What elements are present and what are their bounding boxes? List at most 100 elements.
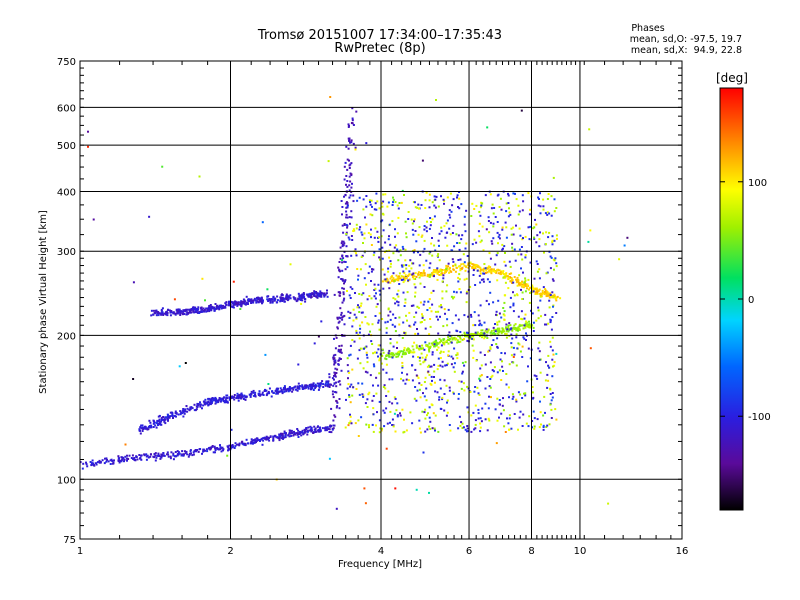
echo-point [456,196,458,199]
echo-point [292,388,295,391]
echo-point [483,321,486,324]
echo-point [318,428,321,430]
echo-point [365,205,368,208]
echo-point [328,431,331,433]
echo-point [334,373,337,376]
echo-point [484,267,487,270]
echo-point [426,354,428,357]
echo-point [405,264,408,267]
echo-point [411,364,414,367]
echo-point [361,321,364,324]
echo-point [392,345,395,348]
echo-point [235,397,238,400]
echo-point [516,280,518,283]
x-tick-label: 8 [528,546,534,557]
echo-point [496,252,499,255]
echo-point [523,317,526,320]
echo-point [338,316,341,319]
echo-point [192,453,195,456]
echo-point [389,421,391,424]
echo-point [528,323,531,326]
echo-point [185,313,188,316]
echo-point [308,429,311,432]
echo-point [281,392,284,395]
echo-point [407,218,410,220]
echo-point [532,321,535,324]
echo-point [448,227,451,230]
echo-point [424,356,427,359]
echo-point [414,368,417,371]
echo-point [510,227,513,230]
echo-point [442,351,445,353]
echo-point [118,457,120,460]
echo-point [157,311,159,313]
echo-point [207,400,210,403]
echo-point [335,406,338,409]
echo-point [241,300,243,303]
echo-point [380,429,383,432]
echo-point [466,425,469,427]
echo-point [479,367,482,370]
echo-point [511,393,514,396]
echo-point [388,378,391,381]
echo-point [411,273,414,276]
echo-point [346,357,349,360]
echo-point [476,333,479,336]
echo-point [478,324,481,327]
echo-point [400,275,403,278]
echo-point [439,364,442,367]
echo-point [362,198,365,201]
echo-point [479,241,482,244]
echo-point [504,273,507,276]
echo-point [526,321,528,324]
echo-point [436,368,439,371]
echo-point [245,438,248,441]
echo-point [356,199,359,202]
echo-point [179,413,182,416]
echo-point [124,443,127,446]
echo-point [434,414,437,417]
echo-point [457,393,460,395]
echo-point [549,255,552,258]
echo-point [130,457,133,459]
echo-point [471,338,474,340]
echo-point [425,344,428,347]
echo-point [470,333,473,336]
echo-point [313,291,316,294]
echo-point [495,343,498,346]
echo-point [516,294,519,297]
echo-point [490,270,493,273]
echo-point [357,435,360,437]
echo-point [366,371,369,374]
echo-point [305,386,307,389]
echo-point [355,254,358,257]
echo-point [524,326,527,329]
echo-point [426,428,429,431]
echo-point [429,346,431,349]
echo-point [366,361,369,364]
echo-point [489,378,492,380]
echo-point [348,175,351,178]
echo-point [171,414,174,417]
echo-point [346,290,348,292]
echo-point [358,393,361,396]
echo-point [238,444,241,447]
echo-point [420,352,423,355]
echo-point [492,225,495,228]
echo-point [335,336,338,339]
echo-point [333,363,336,366]
echo-point [443,379,446,382]
echo-point [364,370,367,373]
echo-point [340,344,343,347]
echo-point [391,424,394,426]
echo-point [428,307,431,309]
echo-point [544,313,547,316]
echo-point [333,374,335,377]
echo-point [238,303,241,306]
echo-point [478,235,481,238]
echo-point [434,342,437,345]
echo-point [389,410,392,413]
echo-point [535,375,538,378]
echo-point [550,408,553,411]
echo-point [399,249,402,252]
